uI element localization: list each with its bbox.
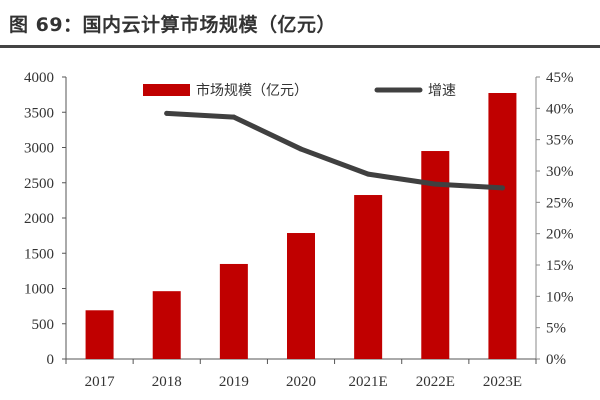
right-tick-label: 0% <box>546 352 566 368</box>
left-tick-label: 2500 <box>24 176 54 192</box>
x-tick-label: 2020 <box>286 374 316 390</box>
legend-line-label: 增速 <box>428 83 456 99</box>
bar-2019 <box>219 263 248 359</box>
right-tick-label: 30% <box>546 164 574 180</box>
right-tick-label: 15% <box>546 258 574 274</box>
left-tick-label: 2000 <box>24 211 54 227</box>
legend-bar-swatch <box>143 84 190 96</box>
legend-bar-label: 市场规模（亿元） <box>196 82 308 99</box>
x-tick-label: 2019 <box>219 374 249 390</box>
left-tick-label: 1000 <box>24 282 54 298</box>
growth-point-2023E <box>499 185 505 191</box>
title-divider <box>0 45 600 48</box>
left-tick-label: 3000 <box>24 141 54 157</box>
growth-point-2019 <box>231 114 237 120</box>
right-tick-label: 40% <box>546 101 574 117</box>
right-tick-label: 20% <box>546 227 574 243</box>
x-tick-label: 2018 <box>152 374 182 390</box>
chart-title: 图 69：国内云计算市场规模（亿元） <box>9 14 337 36</box>
bar-2020 <box>287 233 315 359</box>
left-tick-label: 4000 <box>24 70 54 86</box>
bar-2018 <box>152 291 181 359</box>
bar-2023E <box>488 93 517 359</box>
x-tick-label: 2022E <box>416 374 455 390</box>
right-tick-label: 10% <box>546 289 574 305</box>
x-tick-label: 2017 <box>85 374 116 390</box>
left-tick-label: 1500 <box>24 246 54 262</box>
left-tick-label: 3500 <box>24 105 54 121</box>
growth-point-2022E <box>432 181 438 187</box>
right-tick-label: 5% <box>546 321 566 337</box>
bar-2017 <box>85 310 114 359</box>
x-tick-label: 2021E <box>349 374 388 390</box>
growth-line <box>164 110 505 191</box>
bar-2021E <box>354 195 383 359</box>
left-tick-label: 0 <box>47 352 55 368</box>
growth-point-2021E <box>365 171 371 177</box>
left-tick-label: 500 <box>32 317 55 333</box>
right-tick-label: 35% <box>546 133 574 149</box>
right-tick-label: 45% <box>546 70 574 86</box>
growth-point-2018 <box>164 110 170 116</box>
right-tick-label: 25% <box>546 195 574 211</box>
x-tick-label: 2023E <box>483 374 522 390</box>
growth-point-2020 <box>298 146 304 152</box>
